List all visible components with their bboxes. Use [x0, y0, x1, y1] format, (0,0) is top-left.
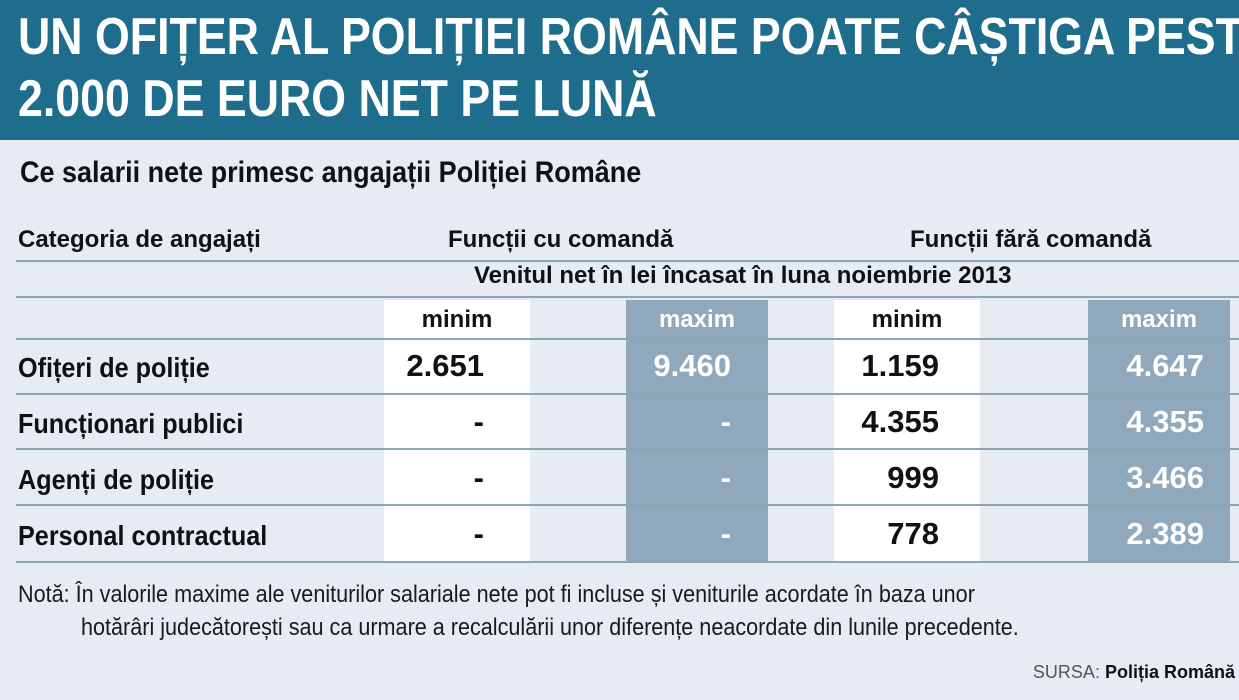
- cell-fara-min: 1.159: [861, 348, 939, 383]
- column-cu-maxim: [626, 300, 768, 562]
- subtitle: Ce salarii nete primesc angajații Poliți…: [20, 156, 642, 189]
- cell-cu-min: -: [473, 460, 484, 495]
- source-label: SURSA:: [1032, 662, 1100, 682]
- cell-fara-max: 3.466: [1126, 460, 1204, 495]
- column-cu-minim: [384, 300, 530, 562]
- source-credit: SURSA: Poliția Română: [1033, 662, 1235, 683]
- cell-fara-max: 4.355: [1126, 404, 1204, 439]
- title-line-2: 2.000 DE EURO NET PE LUNĂ: [18, 70, 657, 128]
- title-line-1: UN OFIȚER AL POLIȚIEI ROMÂNE POATE CÂȘTI…: [18, 8, 1239, 66]
- header-group-fara-comanda: Funcții fără comandă: [910, 226, 1152, 253]
- footnote-line-1: Notă: În valorile maxime ale veniturilor…: [18, 581, 975, 608]
- cell-fara-min: 999: [887, 460, 939, 495]
- row-category: Funcționari publici: [18, 408, 244, 439]
- cell-cu-max: -: [720, 404, 731, 439]
- table-bottom-divider: [16, 561, 1239, 563]
- cell-cu-min: -: [473, 404, 484, 439]
- row-divider: [16, 504, 1239, 506]
- row-category: Personal contractual: [18, 520, 268, 551]
- cell-fara-max: 2.389: [1126, 516, 1204, 551]
- subheader-fara-maxim: maxim: [1120, 306, 1198, 333]
- page-title: UN OFIȚER AL POLIȚIEI ROMÂNE POATE CÂȘTI…: [18, 6, 1239, 130]
- cell-fara-max: 4.647: [1126, 348, 1204, 383]
- header-income: Venitul net în lei încasat în luna noiem…: [474, 262, 1012, 289]
- income-divider: [16, 296, 1239, 298]
- subheader-cu-minim: minim: [421, 306, 493, 333]
- cell-cu-min: -: [473, 516, 484, 551]
- cell-cu-min: 2.651: [406, 348, 484, 383]
- cell-cu-max: -: [720, 460, 731, 495]
- footnote: Notă: În valorile maxime ale veniturilor…: [18, 578, 1019, 644]
- column-fara-maxim: [1088, 300, 1230, 562]
- source-name: Poliția Română: [1104, 662, 1235, 682]
- row-category: Agenți de poliție: [18, 464, 215, 495]
- cell-fara-min: 778: [887, 516, 939, 551]
- subheader-divider: [16, 338, 1239, 340]
- header-group-cu-comanda: Funcții cu comandă: [448, 226, 674, 253]
- subheader-fara-minim: minim: [871, 306, 943, 333]
- cell-cu-max: 9.460: [653, 348, 731, 383]
- header-divider: [16, 260, 1239, 262]
- row-divider: [16, 393, 1239, 395]
- cell-fara-min: 4.355: [861, 404, 939, 439]
- cell-cu-max: -: [720, 516, 731, 551]
- header-category: Categoria de angajați: [18, 226, 261, 253]
- subheader-cu-maxim: maxim: [658, 306, 736, 333]
- column-fara-minim: [834, 300, 980, 562]
- row-divider: [16, 448, 1239, 450]
- title-banner: UN OFIȚER AL POLIȚIEI ROMÂNE POATE CÂȘTI…: [0, 0, 1239, 140]
- row-category: Ofițeri de poliție: [18, 352, 210, 383]
- footnote-line-2: hotărâri judecătorești sau ca urmare a r…: [81, 614, 1019, 641]
